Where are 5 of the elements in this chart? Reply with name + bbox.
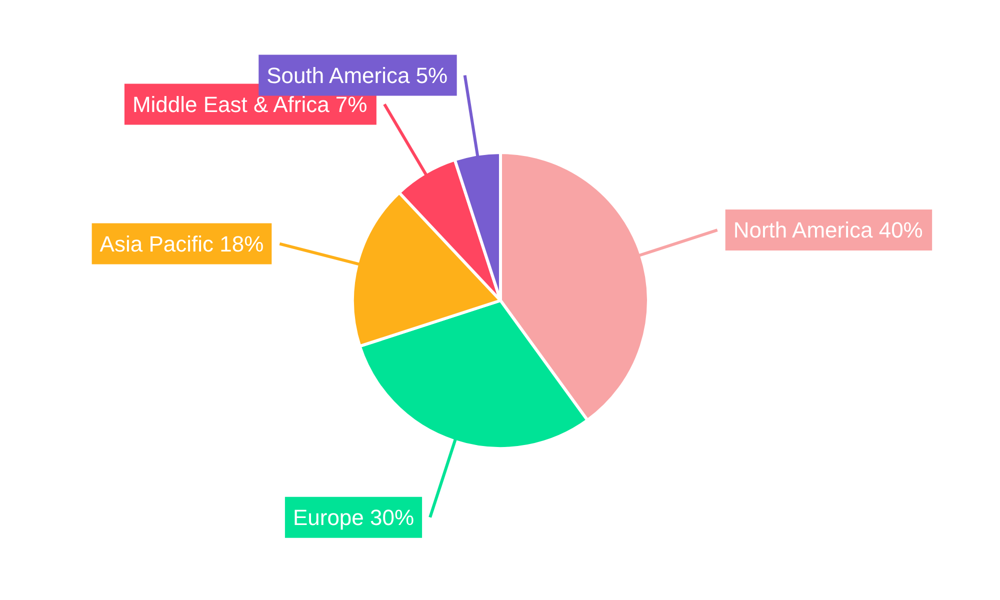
slice-label: South America 5% [266,62,448,88]
slice-label: Middle East & Africa 7% [132,92,368,117]
slice-label: Europe 30% [292,504,414,530]
slice-label: North America 40% [733,218,923,243]
slice-label: Asia Pacific 18% [100,231,264,256]
